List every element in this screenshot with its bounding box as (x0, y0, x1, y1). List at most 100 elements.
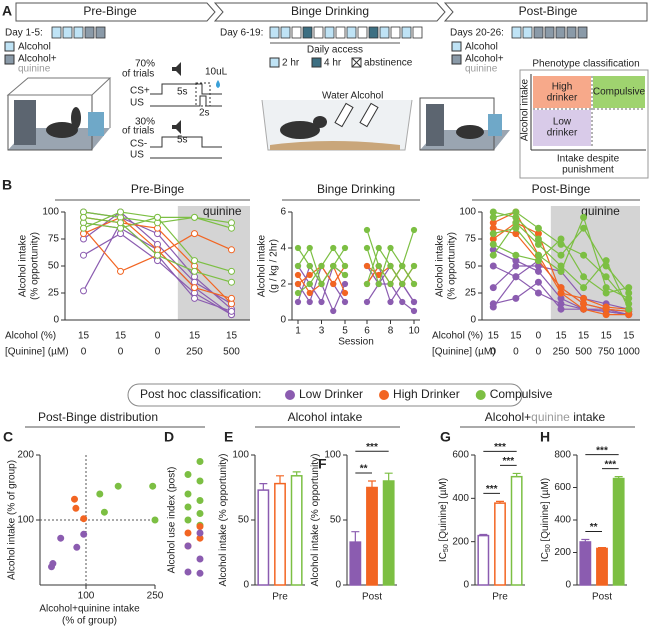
cell-label: drinker (547, 128, 578, 139)
point (117, 208, 124, 216)
x-axis-label: (% of group) (62, 616, 117, 627)
key-box (269, 57, 280, 68)
x-axis-label: Session (338, 337, 374, 348)
point (534, 278, 542, 286)
x-axis-label: Alcohol+quinine intake (39, 604, 140, 615)
x-tick-label: 0 (118, 347, 124, 358)
point (184, 516, 192, 524)
point (557, 251, 565, 259)
phase-label: Post-Binge (519, 4, 578, 18)
label-part: 50 (545, 544, 552, 552)
point (534, 289, 542, 297)
day-box (566, 26, 577, 39)
point (341, 298, 349, 306)
bar (290, 475, 303, 586)
error-bar (496, 500, 504, 504)
y-tick-label: 100 (324, 450, 341, 461)
axis-label: Intake despite (557, 154, 620, 165)
point (625, 294, 633, 302)
day-box (269, 26, 280, 39)
y-tick-label: 75 (465, 234, 477, 245)
trace (150, 83, 222, 107)
point (410, 280, 418, 288)
legend-label: High Drinker (393, 387, 460, 401)
point (625, 284, 633, 292)
point (375, 244, 382, 252)
y-tick-label: 2 (280, 279, 286, 290)
bar (579, 541, 592, 586)
x-tick-label: 0 (536, 347, 542, 358)
point (512, 294, 520, 302)
point (512, 208, 520, 216)
point (602, 311, 610, 319)
point (196, 477, 204, 485)
point (410, 307, 418, 315)
row-label: [Quinine] (µM) (432, 347, 496, 358)
point (330, 307, 337, 315)
point (306, 262, 313, 270)
bar (366, 486, 378, 586)
significance-label: *** (502, 456, 514, 467)
key-label: Alcohol (18, 42, 51, 53)
panel-letter: E (224, 429, 233, 445)
x-tick-label: 15 (510, 331, 522, 342)
trial-text: of trials (122, 69, 154, 80)
bar (382, 480, 395, 586)
point (306, 244, 313, 252)
y-axis-label: Alcohol intake (257, 234, 268, 297)
y-axis-label: (g / kg / 2hr) (269, 239, 280, 293)
x-tick-label: 500 (223, 347, 240, 358)
point (410, 262, 418, 270)
y-tick-label: 0 (463, 580, 469, 591)
y-axis-label: IC50 [Quinine] (µM) (540, 478, 553, 562)
point (80, 530, 88, 538)
day-box (291, 26, 302, 39)
phase-banner (213, 2, 446, 22)
point (306, 271, 313, 279)
y-axis-label: Alcohol intake (435, 234, 446, 297)
bar (596, 547, 608, 586)
error-bar (351, 531, 360, 543)
point (196, 497, 204, 504)
day-box (357, 26, 368, 39)
phase-banner (443, 2, 648, 22)
day-box (313, 26, 324, 39)
phenotype-title: Phenotype classification (532, 59, 639, 70)
y-tick-label: 0 (335, 580, 341, 591)
x-tick-label: 250 (186, 347, 203, 358)
panel-letter: A (2, 3, 12, 19)
y-axis-label: IC50 [Quinine] (µM) (438, 478, 451, 562)
point (410, 226, 418, 234)
point (602, 257, 610, 265)
x-tick-label: 750 (598, 347, 615, 358)
point (117, 219, 124, 227)
point (489, 230, 497, 238)
cell (533, 110, 591, 146)
x-tick-label: 0 (491, 347, 497, 358)
day-label: Day 6-19: (220, 28, 263, 39)
bottle-label: Water Alcohol (322, 91, 383, 102)
bar (477, 534, 490, 586)
phenotype-axes (530, 74, 646, 151)
x-tick-label: 15 (488, 331, 500, 342)
trial-text: of trials (122, 126, 154, 137)
label-part: Alcohol intake (% opportunity) (310, 454, 321, 587)
access-title: Daily access (307, 45, 363, 56)
legend-swatch (379, 390, 390, 400)
point (602, 289, 610, 297)
point (489, 284, 497, 292)
operant-chamber (419, 97, 510, 151)
point (363, 244, 371, 252)
point (363, 298, 371, 306)
key-box (4, 41, 15, 52)
day-box (412, 26, 423, 39)
y-tick-label: 25 (48, 288, 60, 299)
point (410, 298, 418, 306)
point (196, 529, 204, 537)
significance-label: ** (590, 522, 598, 533)
section-header: Post-Binge distribution (38, 410, 158, 424)
point (228, 294, 235, 302)
point (580, 213, 588, 221)
point (375, 262, 382, 270)
point (80, 287, 87, 295)
